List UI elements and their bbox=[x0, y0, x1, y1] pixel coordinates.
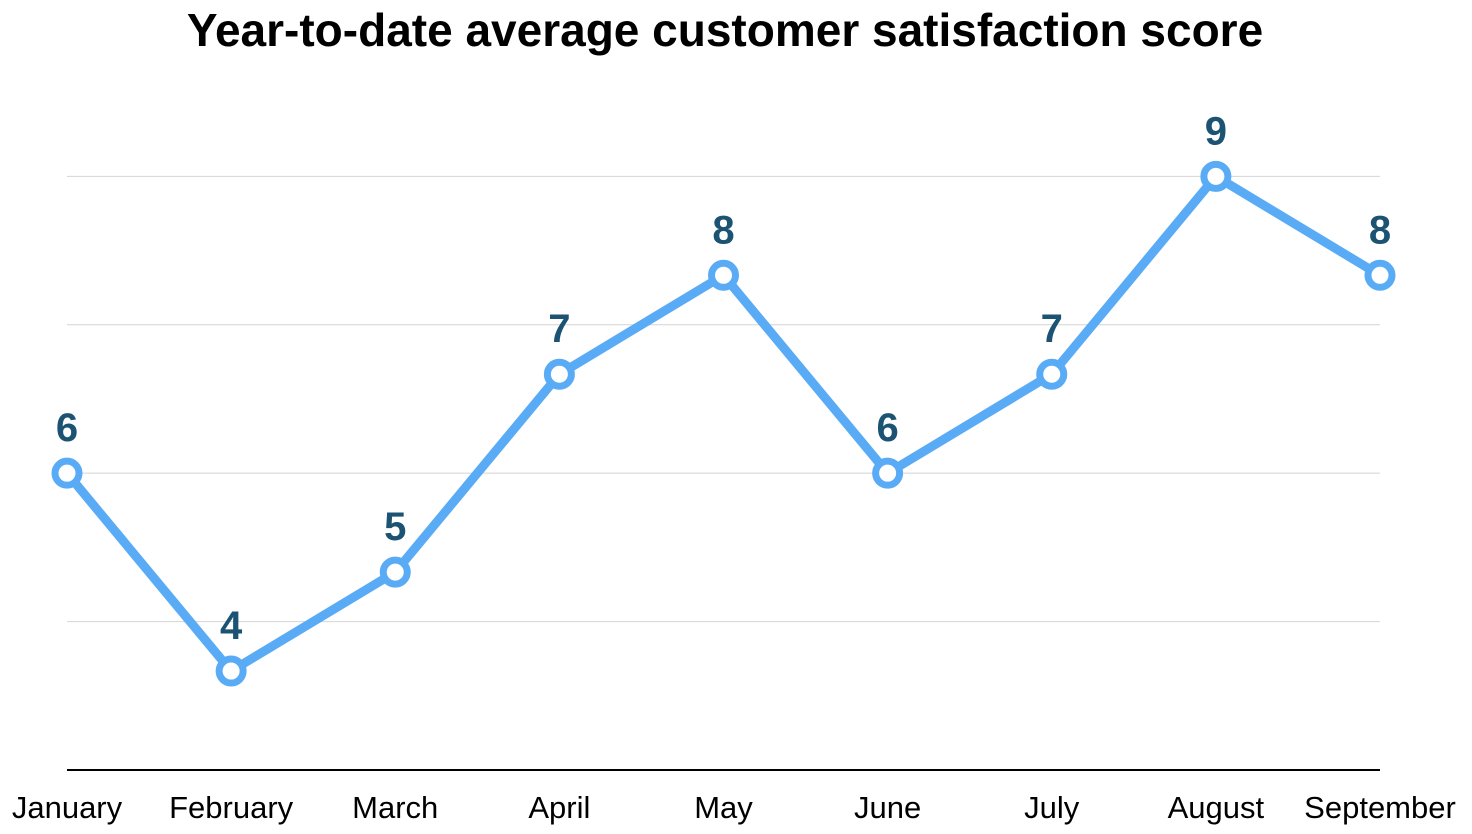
x-axis-tick-labels: January February March April May June July Augu… bbox=[12, 790, 1456, 825]
x-tick-label: February bbox=[169, 790, 294, 825]
data-point-marker bbox=[708, 259, 739, 291]
data-point-marker bbox=[379, 556, 411, 588]
data-point-marker bbox=[51, 457, 83, 489]
data-point-marker bbox=[543, 358, 575, 390]
chart-title: Year-to-date average customer satisfacti… bbox=[186, 4, 1264, 56]
data-labels: 6 4 5 7 8 6 7 9 8 bbox=[56, 109, 1391, 648]
data-point-marker bbox=[1364, 259, 1396, 291]
data-point-marker bbox=[872, 457, 904, 489]
x-tick-label: March bbox=[352, 790, 438, 825]
x-tick-label: September bbox=[1304, 790, 1456, 825]
x-tick-label: June bbox=[854, 790, 921, 825]
data-label: 8 bbox=[712, 208, 734, 252]
data-markers bbox=[51, 160, 1396, 687]
data-point-marker bbox=[1200, 160, 1232, 192]
data-label: 7 bbox=[1041, 307, 1063, 351]
data-label: 7 bbox=[548, 307, 570, 351]
x-tick-label: January bbox=[12, 790, 123, 825]
data-label: 5 bbox=[384, 505, 406, 549]
data-label: 9 bbox=[1205, 109, 1227, 153]
x-tick-label: April bbox=[528, 790, 590, 825]
x-tick-label: August bbox=[1168, 790, 1265, 825]
x-tick-label: May bbox=[694, 790, 753, 825]
data-label: 6 bbox=[56, 406, 78, 450]
data-point-marker bbox=[1036, 358, 1068, 390]
data-label: 8 bbox=[1369, 208, 1391, 252]
gridlines bbox=[67, 175, 1380, 623]
data-label: 6 bbox=[877, 406, 899, 450]
data-point-marker bbox=[215, 655, 247, 687]
x-tick-label: July bbox=[1024, 790, 1080, 825]
data-label: 4 bbox=[220, 604, 243, 648]
